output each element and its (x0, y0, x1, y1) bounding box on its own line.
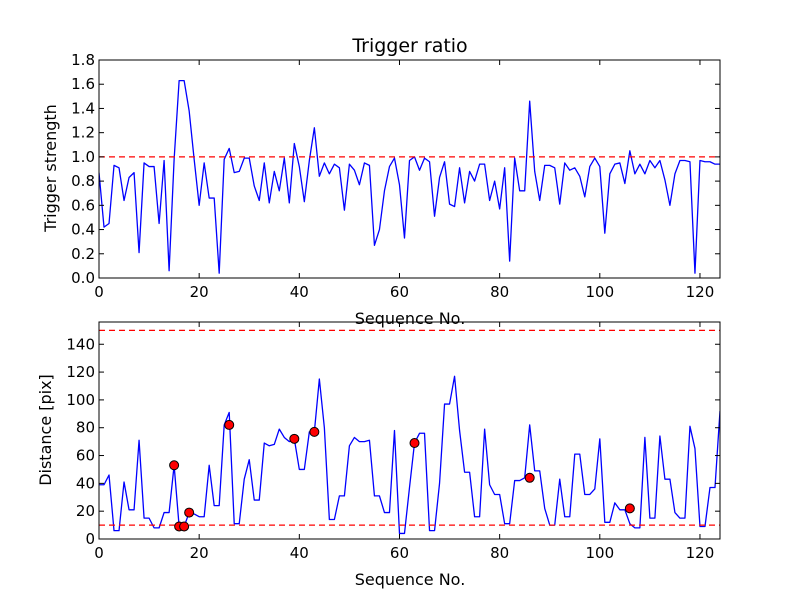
top-x-tick-label: 20 (190, 283, 209, 301)
bottom-chart-panel: 0 20 40 60 80 100 120 0 20 40 60 80 100 120 140 Sequen… (36, 321, 721, 589)
top-data-line (99, 79, 720, 274)
bottom-marker-point (624, 503, 635, 514)
top-y-tick-label: 0.6 (71, 196, 95, 214)
bottom-plot-area (99, 329, 720, 535)
bottom-y-tick-label: 20 (76, 502, 95, 520)
bottom-plot-frame (98, 321, 721, 540)
top-y-tick-label: 0.8 (71, 172, 95, 190)
top-y-tick-label: 1.4 (71, 99, 95, 117)
bottom-y-tick-label: 100 (66, 391, 95, 409)
bottom-x-tick-label: 120 (686, 544, 715, 562)
bottom-chart-marks (99, 329, 720, 535)
top-x-tick-label: 80 (490, 283, 509, 301)
top-chart-xlabel: Sequence No. (355, 309, 466, 328)
bottom-chart-xlabel: Sequence No. (355, 570, 466, 589)
bottom-y-tick-label: 80 (76, 419, 95, 437)
top-chart-panel: Trigger ratio 0 20 40 60 80 100 120 0.0 0.2 0.4 0.… (41, 35, 721, 328)
top-y-tick-label: 0.4 (71, 221, 95, 239)
top-y-tick-label: 0.2 (71, 245, 95, 263)
bottom-marker-point (289, 433, 300, 444)
bottom-marker-point (524, 472, 535, 483)
top-y-tick-label: 0.0 (71, 269, 95, 287)
bottom-marker-point (309, 426, 320, 437)
bottom-marker-point (184, 507, 195, 518)
bottom-marker-point (224, 419, 235, 430)
top-chart-title: Trigger ratio (351, 35, 467, 57)
top-y-tick-label: 1.2 (71, 124, 95, 142)
top-x-tick-label: 40 (290, 283, 309, 301)
bottom-y-tick-label: 40 (76, 474, 95, 492)
top-y-tick-label: 1.6 (71, 75, 95, 93)
bottom-marker-point (409, 438, 420, 449)
bottom-x-tick-label: 0 (94, 544, 104, 562)
bottom-y-tick-label: 120 (66, 363, 95, 381)
top-chart-axes: 0 20 40 60 80 100 120 0.0 0.2 0.4 0.6 0.8 1.0 1.2 1.4 1… (71, 51, 721, 301)
top-x-tick-label: 120 (686, 283, 715, 301)
bottom-marker-point (169, 460, 180, 471)
bottom-y-tick-label: 140 (66, 335, 95, 353)
bottom-x-tick-label: 20 (190, 544, 209, 562)
top-chart-marks (99, 79, 720, 274)
top-x-tick-label: 60 (390, 283, 409, 301)
bottom-data-line (99, 375, 720, 535)
bottom-y-tick-label: 60 (76, 447, 95, 465)
bottom-y-tick-label: 0 (85, 530, 95, 548)
bottom-x-tick-label: 100 (585, 544, 614, 562)
bottom-x-tick-label: 80 (490, 544, 509, 562)
top-x-tick-label: 100 (585, 283, 614, 301)
top-chart-ylabel: Trigger strength (41, 104, 60, 233)
top-x-tick-label: 0 (94, 283, 104, 301)
bottom-x-tick-label: 60 (390, 544, 409, 562)
bottom-chart-ylabel: Distance [pix] (36, 374, 55, 486)
bottom-x-tick-label: 40 (290, 544, 309, 562)
top-y-tick-label: 1.8 (71, 51, 95, 69)
top-plot-area (99, 79, 720, 274)
top-plot-frame (98, 59, 721, 279)
bottom-marker-point (179, 521, 190, 532)
bottom-chart-axes: 0 20 40 60 80 100 120 0 20 40 60 80 100 120 140 (66, 321, 721, 562)
top-y-tick-label: 1.0 (71, 148, 95, 166)
